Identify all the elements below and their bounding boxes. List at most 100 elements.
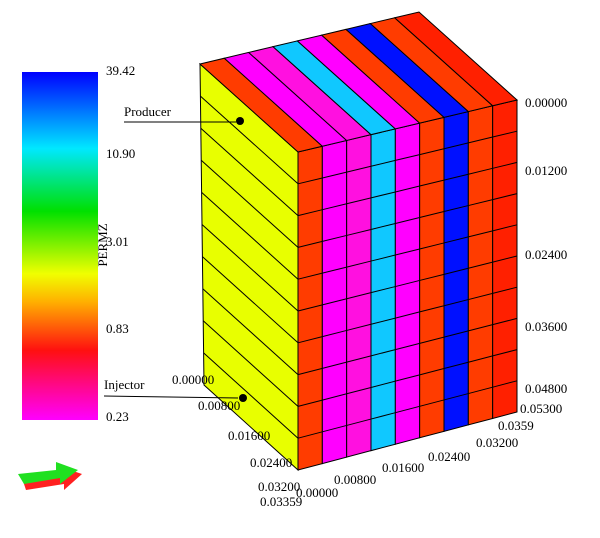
y-label: 0.03359	[260, 494, 302, 509]
cell-edge	[322, 234, 347, 242]
orientation-arrow	[18, 462, 82, 490]
cell-edge	[322, 203, 347, 211]
x-label: 0.03200	[476, 435, 518, 450]
cell-edge	[297, 209, 323, 217]
cell-edge	[346, 418, 372, 426]
cell-edge	[443, 236, 469, 244]
cell-edge	[346, 197, 372, 205]
cell-edge	[322, 171, 347, 179]
cell-edge	[370, 223, 396, 230]
y-label: 0.00000	[172, 372, 214, 387]
cell-edge	[370, 191, 396, 199]
cell-edge	[395, 154, 420, 161]
x-label: 0.00000	[296, 485, 338, 500]
y-label: 0.00800	[198, 398, 240, 413]
cell-edge	[346, 165, 372, 173]
cell-edge	[297, 272, 323, 280]
cell-edge	[395, 374, 420, 382]
cell-edge	[370, 159, 396, 167]
cell-edge	[395, 342, 420, 351]
cell-edge	[346, 292, 372, 300]
depth-label: 0.03600	[525, 319, 567, 334]
cell-edge	[395, 185, 420, 193]
x-label: 0.0359	[498, 418, 534, 433]
cell-edge	[492, 224, 518, 232]
injector-well	[239, 394, 247, 402]
cell-edge	[200, 127, 299, 216]
cell-edge	[492, 349, 518, 357]
axis-labels: 0.00000 0.01200 0.02400 0.03600 0.04800 0.053…	[172, 95, 567, 509]
cell-edge	[443, 393, 469, 401]
cell-edge	[346, 228, 372, 236]
cell-edge	[419, 148, 445, 156]
injector-leader	[103, 395, 239, 399]
producer-well	[236, 117, 244, 125]
cell-edge	[395, 405, 420, 414]
cell-edge	[322, 393, 347, 401]
cell-edge	[202, 288, 299, 375]
top-strip	[393, 11, 519, 107]
colorbar-label: 0.83	[106, 321, 129, 336]
cell-edge	[468, 292, 493, 301]
cell-edge	[443, 361, 469, 370]
cell-edge	[468, 355, 493, 363]
cell-edge	[370, 380, 396, 388]
cell-edge	[346, 323, 372, 331]
depth-label: 0.02400	[525, 247, 567, 262]
cell-edge	[419, 179, 445, 187]
cell-edge	[297, 367, 323, 376]
cell-edge	[443, 330, 469, 338]
cell-edge	[346, 260, 372, 268]
cell-edge	[468, 261, 493, 269]
cell-edge	[297, 336, 323, 344]
cell-edge	[322, 266, 347, 274]
cell-edge	[297, 431, 323, 439]
y-label: 0.03200	[258, 479, 300, 494]
cell-edge	[297, 240, 323, 248]
cell-edge	[370, 286, 396, 294]
cell-edge	[419, 242, 445, 250]
cell-edge	[395, 311, 420, 319]
colorbar-label: 39.42	[106, 63, 135, 78]
cell-edge	[419, 305, 445, 313]
depth-label: 0.04800	[525, 381, 567, 396]
cell-edge	[443, 142, 469, 150]
colorbar-label: 0.23	[106, 409, 129, 424]
cell-edge	[443, 299, 469, 307]
x-label: 0.02400	[428, 449, 470, 464]
x-label: 0.01600	[382, 460, 424, 475]
cell-edge	[492, 130, 518, 138]
cell-edge	[370, 349, 396, 357]
cell-edge	[419, 336, 445, 344]
cell-edge	[297, 304, 323, 312]
cell-edge	[395, 217, 420, 224]
colorbar	[22, 72, 98, 420]
cell-edge	[443, 205, 469, 213]
cell-edge	[443, 267, 469, 275]
cell-edge	[200, 95, 299, 185]
cell-edge	[370, 412, 396, 420]
x-label: 0.00800	[334, 472, 376, 487]
cell-edge	[370, 254, 396, 262]
cell-edge	[468, 199, 493, 207]
cell-edge	[297, 177, 323, 185]
cell-edge	[370, 317, 396, 325]
cell-edge	[202, 320, 299, 407]
y-label: 0.01600	[228, 428, 270, 443]
cell-edge	[443, 173, 469, 181]
cell-edge	[492, 380, 518, 388]
cell-edge	[395, 279, 420, 288]
cell-edge	[419, 273, 445, 281]
injector-label: Injector	[104, 377, 145, 392]
depth-label: 0.01200	[525, 163, 567, 178]
cell-edge	[468, 230, 493, 238]
cell-edge	[395, 248, 420, 256]
cell-edge	[200, 159, 299, 248]
cell-edge	[322, 361, 347, 369]
cell-edge	[492, 286, 518, 294]
cell-edge	[492, 161, 518, 169]
y-label: 0.02400	[250, 455, 292, 470]
cell-edge	[468, 167, 493, 175]
cell-edge	[203, 352, 299, 439]
colorbar-title: PERMZ	[95, 223, 110, 266]
